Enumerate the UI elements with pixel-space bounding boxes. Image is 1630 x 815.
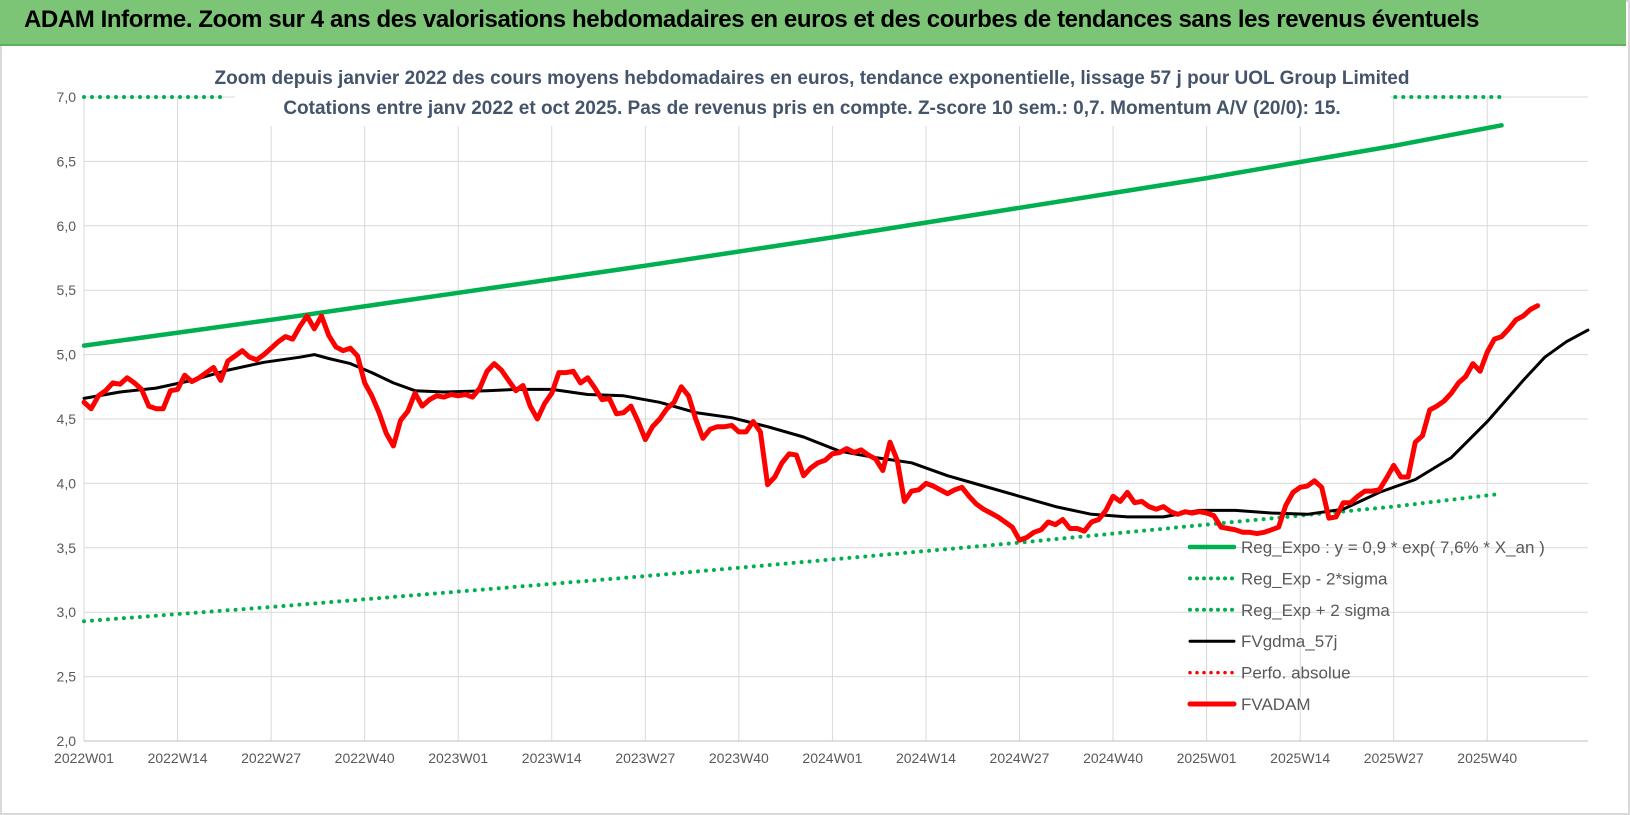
x-tick-label: 2025W14 xyxy=(1270,750,1330,766)
series-line-0 xyxy=(81,123,1504,348)
x-tick-label: 2023W40 xyxy=(709,750,769,766)
page-title: ADAM Informe. Zoom sur 4 ans des valoris… xyxy=(24,6,1479,33)
legend-label-5: FVADAM xyxy=(1241,695,1311,714)
y-tick-label: 3,5 xyxy=(57,540,77,556)
chart-subtitle: Zoom depuis janvier 2022 des cours moyen… xyxy=(215,56,1410,126)
x-tick-label: 2025W27 xyxy=(1364,750,1424,766)
subtitle-line-1: Zoom depuis janvier 2022 des cours moyen… xyxy=(215,68,1410,89)
series-group xyxy=(81,95,1590,624)
x-tick-label: 2025W01 xyxy=(1177,750,1237,766)
x-tick-label: 2024W14 xyxy=(896,750,956,766)
x-axis-ticks: 2022W01 2022W14 2022W27 2022W40 2023W01 2023W… xyxy=(54,750,1517,766)
x-tick-label: 2024W01 xyxy=(802,750,862,766)
series-line-1 xyxy=(82,491,1504,624)
y-tick-label: 2,5 xyxy=(57,669,77,685)
y-tick-label: 6,5 xyxy=(57,153,77,169)
x-tick-label: 2023W01 xyxy=(428,750,488,766)
x-tick-label: 2023W27 xyxy=(615,750,675,766)
grid xyxy=(83,96,1588,742)
legend-label-4: Perfo. absolue xyxy=(1241,664,1351,683)
x-tick-label: 2023W14 xyxy=(522,750,582,766)
x-tick-label: 2022W27 xyxy=(241,750,301,766)
y-tick-label: 7,0 xyxy=(57,89,77,105)
y-tick-label: 6,0 xyxy=(57,218,77,234)
title-banner: ADAM Informe. Zoom sur 4 ans des valoris… xyxy=(0,0,1626,46)
y-tick-label: 2,0 xyxy=(57,733,77,749)
x-tick-label: 2024W40 xyxy=(1083,750,1143,766)
subtitle-background xyxy=(235,56,1390,126)
y-tick-label: 4,0 xyxy=(57,475,77,491)
y-tick-label: 5,5 xyxy=(57,282,77,298)
series-line-3 xyxy=(82,328,1590,519)
legend-label-3: FVgdma_57j xyxy=(1241,632,1337,651)
legend-label-0: Reg_Expo : y = 0,9 * exp( 7,6% * X_an ) xyxy=(1241,538,1545,557)
x-tick-label: 2022W40 xyxy=(335,750,395,766)
legend-label-2: Reg_Exp + 2 sigma xyxy=(1241,601,1390,620)
subtitle-line-2: Cotations entre janv 2022 et oct 2025. P… xyxy=(283,98,1340,119)
x-tick-label: 2025W40 xyxy=(1457,750,1517,766)
y-tick-label: 4,5 xyxy=(57,411,77,427)
x-tick-label: 2024W27 xyxy=(990,750,1050,766)
legend: Reg_Expo : y = 0,9 * exp( 7,6% * X_an ) R… xyxy=(1187,538,1545,714)
y-tick-label: 5,0 xyxy=(57,347,77,363)
x-tick-label: 2022W01 xyxy=(54,750,114,766)
x-tick-label: 2022W14 xyxy=(148,750,208,766)
series-line-4 xyxy=(81,303,1541,543)
y-axis-ticks: 2,0 2,5 3,0 3,5 4,0 4,5 5,0 5,5 6,0 6,5 7,0 xyxy=(57,89,77,749)
y-tick-label: 3,0 xyxy=(57,604,77,620)
line-chart: 2,0 2,5 3,0 3,5 4,0 4,5 5,0 5,5 6,0 6,5 7,0 2022W0… xyxy=(54,56,1590,766)
legend-label-1: Reg_Exp - 2*sigma xyxy=(1241,569,1388,588)
